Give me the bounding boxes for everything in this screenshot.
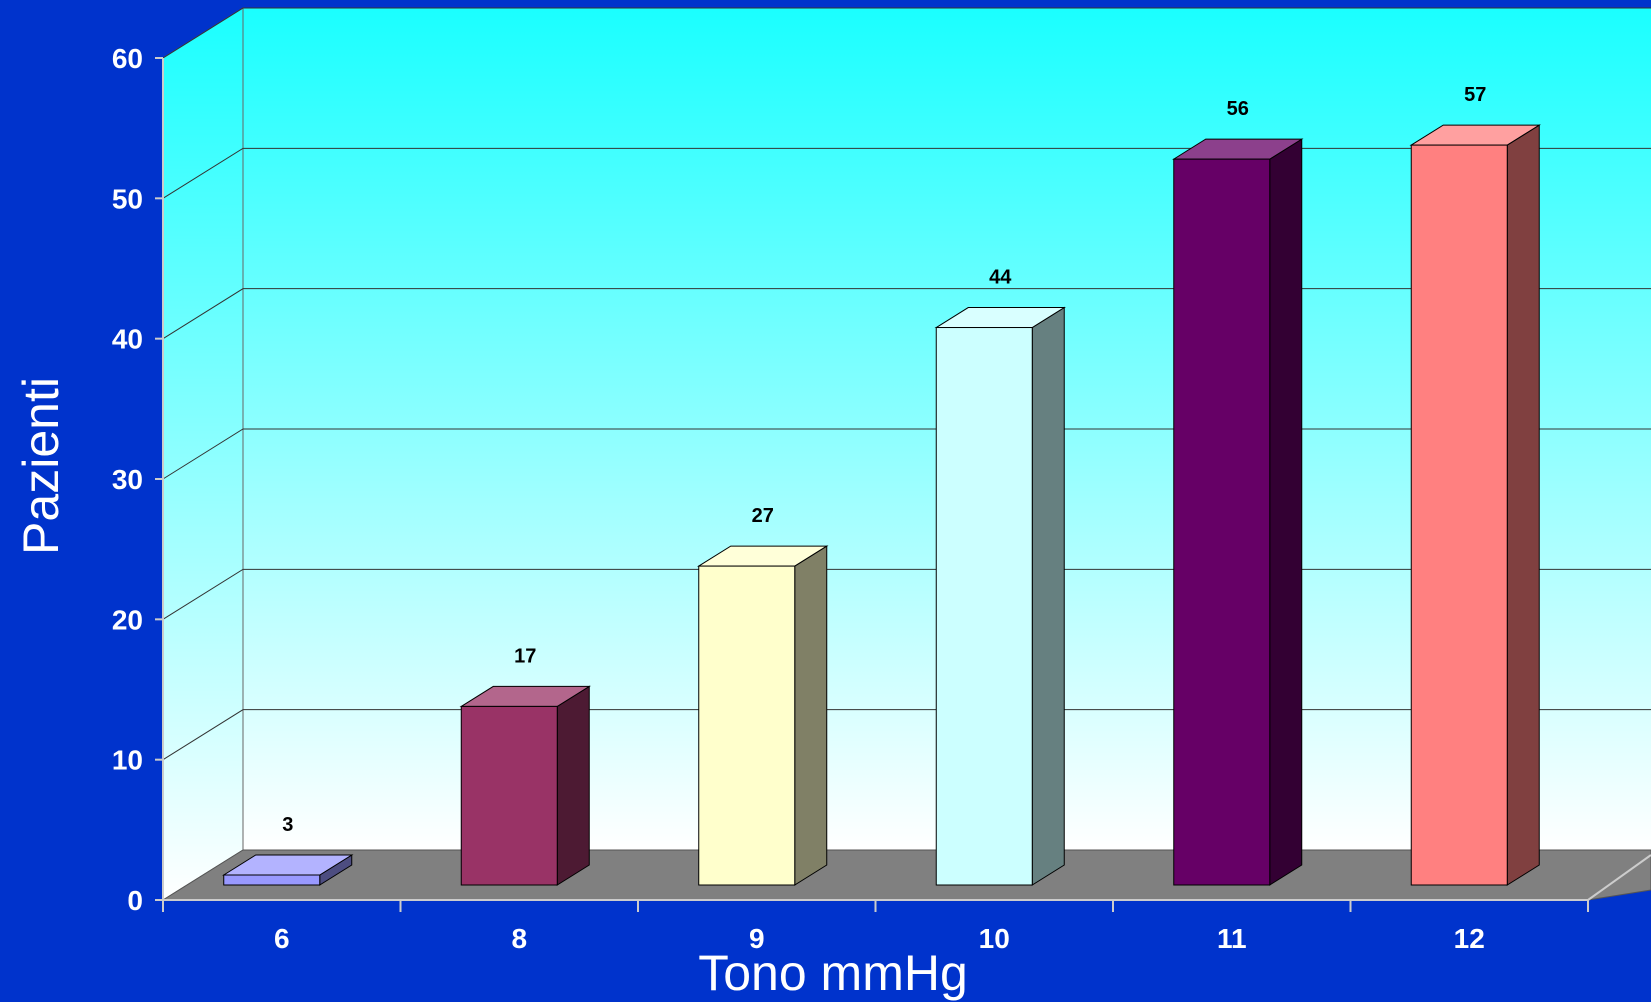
gridline xyxy=(162,7,1651,59)
bar-side xyxy=(1269,138,1303,886)
data-label: 44 xyxy=(989,267,1012,289)
bar-front xyxy=(1173,158,1271,886)
x-tick-label: 6 xyxy=(274,923,290,954)
x-axis-title: Tono mmHg xyxy=(698,945,968,1001)
bar-6 xyxy=(222,854,354,886)
y-axis-title: Pazienti xyxy=(13,377,69,555)
bar-side xyxy=(1031,306,1065,886)
bar-front xyxy=(698,565,796,886)
bar-side xyxy=(794,545,828,886)
bar-10 xyxy=(934,306,1066,886)
data-label: 3 xyxy=(282,814,293,836)
bar-12 xyxy=(1409,124,1541,886)
bar-front xyxy=(223,874,321,886)
bar-front xyxy=(460,705,558,886)
bar-side xyxy=(556,685,590,886)
y-tick-label: 20 xyxy=(112,604,143,635)
bar-8 xyxy=(459,685,591,886)
x-tick-label: 9 xyxy=(749,923,765,954)
data-label: 57 xyxy=(1464,84,1486,106)
bars xyxy=(222,124,1541,886)
y-tick-label: 50 xyxy=(112,183,143,214)
data-label: 17 xyxy=(514,645,536,667)
y-tick-label: 40 xyxy=(112,324,143,355)
y-tick-label: 0 xyxy=(127,885,143,916)
bar-front xyxy=(1410,144,1508,886)
bar-side xyxy=(1506,124,1540,886)
data-label: 56 xyxy=(1227,98,1249,120)
y-tick-label: 10 xyxy=(112,745,143,776)
x-tick-label: 11 xyxy=(1217,923,1247,954)
x-axis-depth-line xyxy=(1587,854,1651,901)
x-tick-label: 8 xyxy=(511,923,527,954)
labels: 0 10 20 30 40 50 60 6 3 8 17 9 27 10 44 11 56 12 57 xyxy=(112,43,1487,954)
gridline xyxy=(162,147,1651,199)
data-label: 27 xyxy=(752,505,774,527)
x-tick-label: 12 xyxy=(1454,923,1485,954)
y-tick-label: 30 xyxy=(112,464,143,495)
x-tick-label: 10 xyxy=(979,923,1010,954)
y-tick-label: 60 xyxy=(112,43,143,74)
bar-front xyxy=(935,327,1033,886)
bar-11 xyxy=(1172,138,1304,886)
bar-9 xyxy=(697,545,829,886)
axes xyxy=(155,57,1651,912)
